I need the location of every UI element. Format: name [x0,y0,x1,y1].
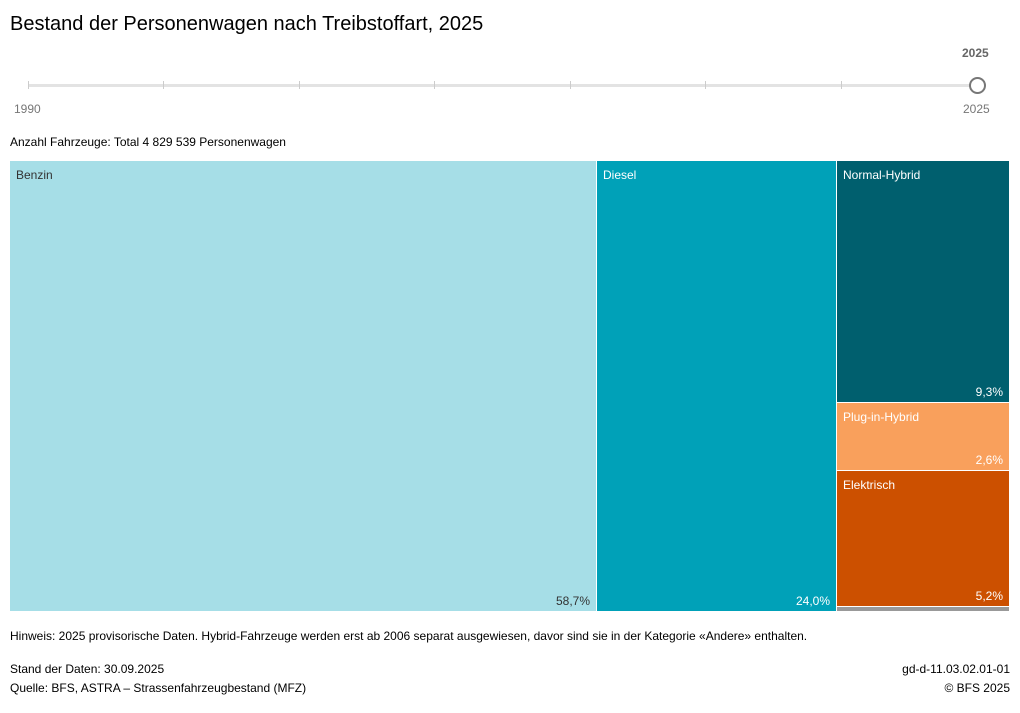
treemap-cell-andere[interactable] [837,606,1009,611]
cell-label: Benzin [16,168,53,182]
treemap-cell-normal-hybrid[interactable]: Normal-Hybrid 9,3% [837,161,1009,403]
year-slider-handle[interactable] [969,77,986,94]
slider-min-label: 1990 [14,102,41,116]
cell-percent: 58,7% [555,594,590,608]
slider-tick [163,81,164,89]
treemap-cell-plug-in-hybrid[interactable]: Plug-in-Hybrid 2,6% [837,403,1009,471]
slider-tick [841,81,842,89]
slider-tick [299,81,300,89]
cell-label: Diesel [603,168,637,182]
treemap-cell-benzin[interactable]: Benzin 58,7% [10,161,596,611]
slider-tick [434,81,435,89]
slider-tick [28,81,29,89]
treemap-cell-diesel[interactable]: Diesel 24,0% [597,161,836,611]
cell-label: Elektrisch [843,478,896,493]
cell-percent: 5,2% [975,588,1003,603]
copyright: © BFS 2025 [944,681,1010,695]
cell-label: Plug-in-Hybrid [843,410,920,425]
cell-label: Normal-Hybrid [843,168,921,182]
data-date: Stand der Daten: 30.09.2025 [10,662,165,676]
slider-tick [570,81,571,89]
chart-id: gd-d-11.03.02.01-01 [902,662,1010,676]
cell-percent: 9,3% [975,385,1003,400]
slider-max-label: 2025 [963,102,990,116]
year-slider-track[interactable] [28,84,978,87]
cell-percent: 24,0% [795,594,830,608]
chart-subtitle: Anzahl Fahrzeuge: Total 4 829 539 Person… [10,135,286,149]
chart-title: Bestand der Personenwagen nach Treibstof… [10,13,484,35]
slider-tick [705,81,706,89]
cell-percent: 2,6% [975,453,1003,468]
note: Hinweis: 2025 provisorische Daten. Hybri… [10,629,808,643]
treemap-cell-elektrisch[interactable]: Elektrisch 5,2% [837,471,1009,606]
slider-current-year: 2025 [962,46,989,60]
source: Quelle: BFS, ASTRA – Strassenfahrzeugbes… [10,681,307,695]
